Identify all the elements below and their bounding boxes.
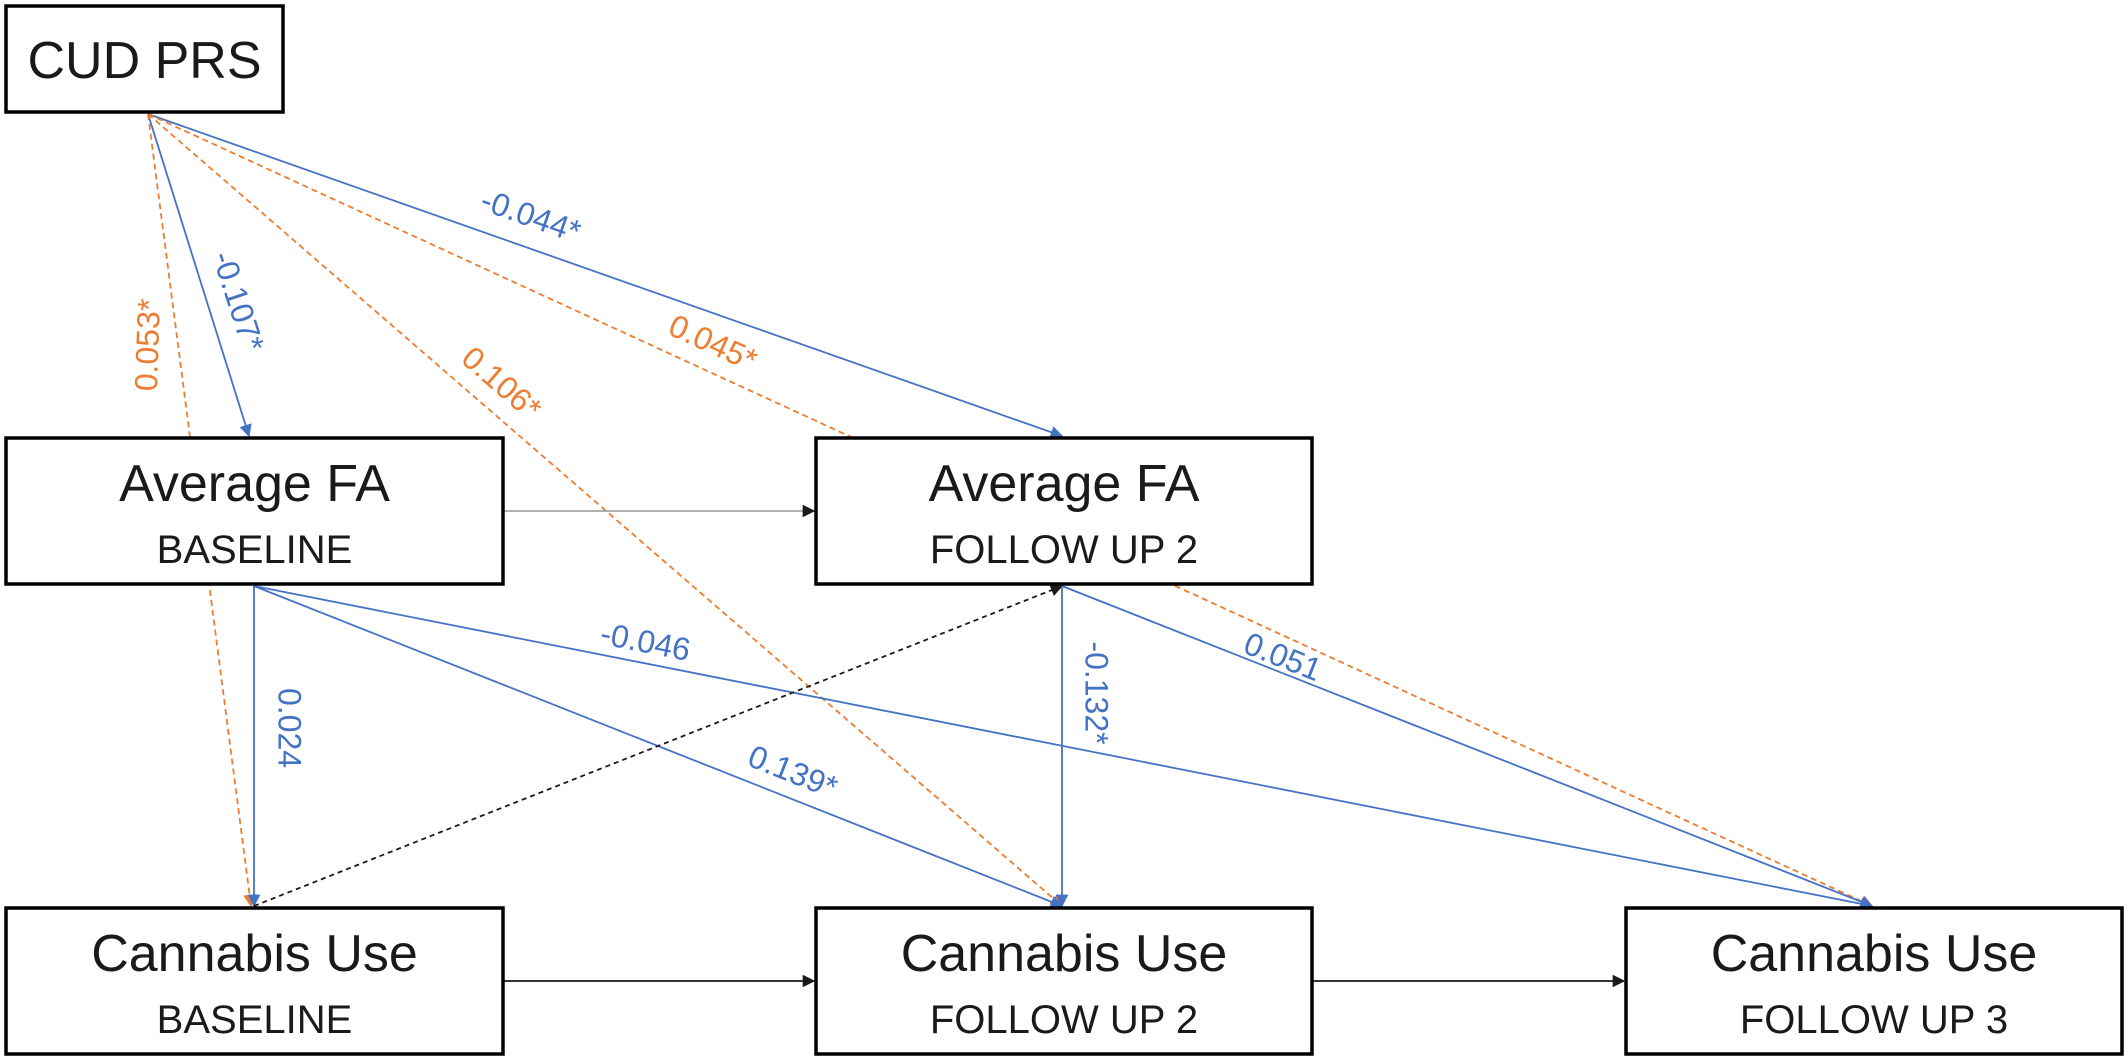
node-cu-baseline-title: Cannabis Use (91, 925, 418, 983)
edge-cud-prs-to-cu-baseline (147, 113, 256, 908)
edge-cu-baseline-to-fa-followup2 (253, 584, 1064, 907)
node-fa-followup2-subtitle: FOLLOW UP 2 (930, 528, 1198, 572)
edge-label-fa-baseline-to-cu-followup2: 0.139* (743, 738, 842, 806)
node-cu-followup3-title: Cannabis Use (1711, 925, 2038, 983)
node-cu-baseline: Cannabis Use BASELINE (4, 906, 505, 1056)
edge-label-cud-prs-to-cu-baseline: 0.053* (128, 298, 167, 392)
node-cu-baseline-subtitle: BASELINE (157, 998, 353, 1042)
edge-cud-prs-to-fa-baseline (147, 113, 252, 438)
edge-fa-baseline-to-cu-followup3 (253, 585, 1874, 910)
edge-cud-prs-to-cu-followup2 (147, 113, 1063, 907)
node-fa-followup2: Average FA FOLLOW UP 2 (814, 436, 1314, 586)
edge-label-fa-baseline-to-cu-followup3: -0.046 (598, 615, 694, 668)
node-fa-baseline-subtitle: BASELINE (157, 528, 353, 572)
node-fa-baseline-title: Average FA (119, 455, 390, 513)
edge-label-fa-baseline-to-cu-baseline: 0.024 (272, 688, 308, 768)
edge-label-cud-prs-to-cu-followup2: 0.106* (455, 339, 549, 427)
node-cud-prs: CUD PRS (4, 4, 285, 114)
node-cu-followup3-subtitle: FOLLOW UP 3 (1740, 998, 2008, 1042)
edge-label-fa-followup2-to-cu-followup2: -0.132* (1079, 641, 1115, 744)
node-cu-followup2-title: Cannabis Use (901, 925, 1228, 983)
edge-label-cud-prs-to-cu-followup3: 0.045* (663, 307, 762, 378)
node-cu-followup2: Cannabis Use FOLLOW UP 2 (814, 906, 1314, 1056)
edge-cud-prs-to-cu-followup3 (147, 113, 1874, 907)
edge-label-fa-followup2-to-cu-followup3: 0.051 (1239, 625, 1327, 688)
node-fa-baseline: Average FA BASELINE (4, 436, 505, 586)
edges-layer (147, 113, 1874, 988)
edge-fa-followup2-to-cu-followup3 (1061, 585, 1874, 908)
node-cu-followup2-subtitle: FOLLOW UP 2 (930, 998, 1198, 1042)
edge-label-cud-prs-to-fa-baseline: -0.107* (205, 247, 271, 356)
node-cud-prs-title: CUD PRS (27, 32, 261, 90)
node-fa-followup2-title: Average FA (929, 455, 1200, 513)
edge-label-cud-prs-to-fa-followup2: -0.044* (476, 181, 585, 249)
node-cu-followup3: Cannabis Use FOLLOW UP 3 (1624, 906, 2124, 1056)
edge-cud-prs-to-fa-followup2 (147, 113, 1064, 439)
